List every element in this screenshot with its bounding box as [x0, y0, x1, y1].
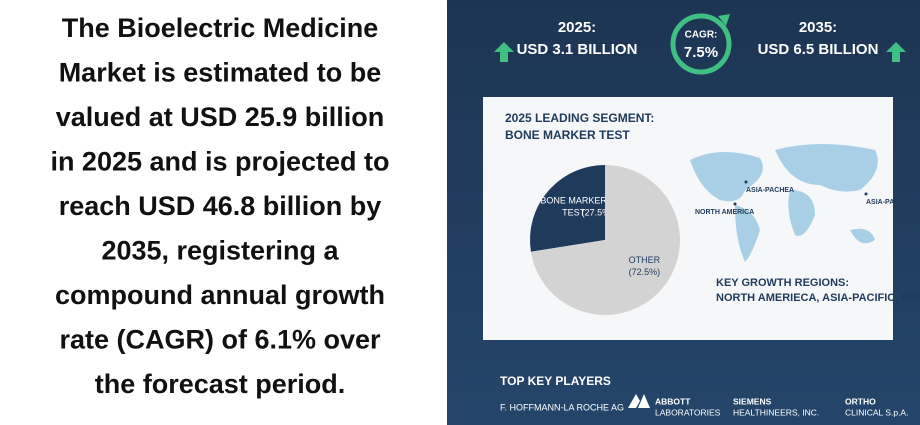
player: HEALTHINEERS, INC. [733, 407, 819, 417]
cagr-label: CAGR: [685, 30, 718, 41]
intro-line: the forecast period. [95, 369, 346, 399]
player: CLINICAL S.p.A. [845, 407, 908, 417]
regions-title: KEY GROWTH REGIONS: [716, 277, 849, 289]
cagr-arrow [718, 14, 730, 26]
pie-slice [530, 165, 681, 315]
map-dot [733, 202, 737, 206]
map-label: ASIA-PACHEA [746, 187, 794, 194]
intro-line: rate (CAGR) of 6.1% over [59, 325, 381, 355]
slice-label: TEST [562, 208, 586, 218]
slice-label: OTHER [629, 255, 661, 265]
intro-line: Market is estimated to be [59, 58, 382, 88]
segment-name: BONE MARKER TEST [505, 128, 630, 142]
intro-line: reach USD 46.8 billion by [59, 191, 382, 221]
intro-line: The Bioelectric Medicine [62, 13, 379, 43]
cagr-value: 7.5% [684, 44, 718, 61]
player: SIEMENS [733, 396, 772, 406]
map-dot [744, 180, 748, 184]
player: LABORATORIES [655, 407, 721, 417]
intro-line: compound annual growth [55, 280, 385, 310]
player: ABBOTT [655, 396, 691, 406]
intro-line: 2035, registering a [101, 236, 339, 266]
player: F. HOFFMANN-LA ROCHE AG [500, 402, 624, 412]
year: 2035: [799, 19, 837, 36]
regions-list: NORTH AMERIECA, ASIA-PACIFIC, EUROPE [716, 292, 920, 304]
intro-line: valued at USD 25.9 billion [56, 102, 385, 132]
map-label: NORTH AMERICA [695, 209, 754, 216]
slice-label: BONE MARKER [540, 196, 607, 206]
map-label: ASIA-PACIFIC [866, 199, 913, 206]
year: 2025: [558, 19, 596, 36]
slice-value: (27.5%) [582, 208, 614, 218]
slice-value: (72.5%) [629, 267, 661, 277]
value: USD 3.1 BILLION [517, 41, 638, 58]
arrow [494, 42, 906, 62]
intro-line: in 2025 and is projected to [50, 147, 389, 177]
value: USD 6.5 BILLION [758, 41, 879, 58]
abbott-logo [628, 394, 650, 408]
world-map [690, 144, 878, 262]
cagr-ring [670, 13, 732, 75]
map-dot [864, 192, 868, 196]
players-title: TOP KEY PLAYERS [500, 374, 611, 388]
segment-title: 2025 LEADING SEGMENT: [505, 111, 654, 125]
player: ORTHO [845, 396, 876, 406]
pie-slice [530, 165, 605, 252]
